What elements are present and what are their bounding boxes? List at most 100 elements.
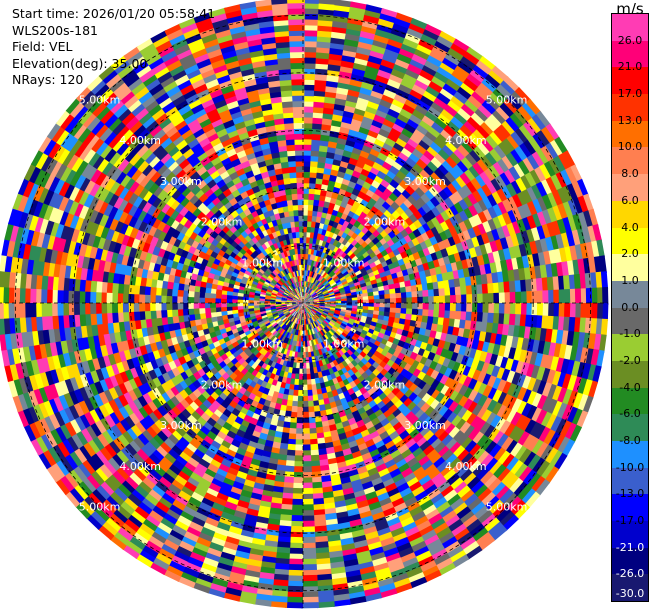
colorbar-scale: 26.0 21.0 17.0 13.0 10.0 8.0 6.0 4.0 2.0 1.0 0.0 -1… [611,13,649,602]
ppi-ray-gates [174,268,183,277]
elevation-text: Elevation(deg): 35.00 [12,55,148,71]
ppi-ray-gates [306,335,309,342]
ppi-ray-gates [475,60,494,76]
ppi-ray-gates [255,76,281,154]
ppi-ray-gates [178,158,191,170]
ppi-ray-gates [315,426,324,434]
ppi-ray-gates [433,441,454,462]
ppi-ray-gates [96,400,158,448]
ppi-ray-gates [88,320,259,397]
ppi-ray-gates [302,411,310,429]
ppi-ray-gates [283,112,303,303]
ppi-ray-gates [315,326,448,562]
ppi-ray-gates [25,315,43,333]
ppi-ray-gates [301,487,315,533]
ppi-ray-gates [208,342,288,517]
ppi-ray-gates [139,302,146,312]
ppi-ray-gates [357,69,436,200]
ppi-ray-gates [297,307,301,314]
ppi-ray-gates [185,32,236,129]
ppi-ray-gates [530,365,541,381]
ppi-ray-gates [64,314,190,341]
ppi-ray-gates [271,441,281,449]
ppi-ray-gates [138,334,261,431]
ppi-ray-gates [231,298,238,303]
ppi-ray-gates [391,133,483,220]
ppi-ray-gates [198,407,241,469]
ppi-ray-gates [330,304,565,332]
ppi-ray-gates [540,145,555,163]
ppi-ray-gates [206,276,214,284]
ppi-ray-gates [314,320,454,519]
ppi-ray-gates [263,210,282,249]
ppi-ray-gates [267,303,303,321]
ppi-ray-gates [318,308,563,403]
ppi-ray-gates [324,44,388,226]
ppi-ray-gates [153,444,219,540]
ppi-ray-gates [258,92,272,101]
ppi-ray-gates [161,371,171,383]
ppi-ray-gates [585,287,593,305]
ppi-ray-gates [130,168,143,182]
ppi-ray-gates [339,80,517,265]
ppi-ray-gates [47,141,108,186]
ppi-ray-gates [95,301,102,314]
ppi-ray-gates [127,203,205,252]
ppi-ray-gates [584,317,592,335]
ppi-ray-gates [215,28,291,257]
ppi-ray-gates [430,112,486,169]
ppi-ray-gates [499,334,578,363]
ppi-ray-gates [136,143,150,158]
ppi-ray-gates [236,499,250,509]
ppi-ray-gates [362,306,380,312]
ppi-ray-gates [330,484,343,492]
ppi-ray-gates [141,476,156,490]
ppi-ray-gates [178,364,245,433]
ppi-ray-gates [307,312,407,513]
ppi-ray-gates [291,310,296,316]
ppi-ray-gates [331,34,391,200]
ppi-ray-gates [129,180,194,229]
ppi-ray-gates [300,248,304,254]
ppi-ray-gates [355,465,395,548]
ppi-ray-gates [228,105,264,181]
ppi-ray-gates [340,202,484,284]
ppi-ray-gates [518,325,580,349]
ppi-ray-gates [161,213,303,303]
ppi-ray-gates [171,149,229,214]
ppi-ray-gates [0,285,4,303]
ppi-ray-gates [303,303,354,462]
ppi-ray-gates [385,557,405,574]
ppi-ray-gates [91,137,106,153]
ppi-ray-gates [171,164,235,230]
ppi-ray-gates [89,394,148,437]
ppi-ray-gates [269,595,288,603]
ppi-ray-gates [234,180,303,303]
ppi-ray-gates [72,464,88,482]
ppi-ray-gates [125,376,206,441]
ppi-ray-gates [197,384,277,578]
colorbar-swatch: 2.0 [612,227,648,260]
ppi-ray-gates [312,321,353,391]
ppi-ray-gates [59,305,299,473]
ppi-ray-gates [271,0,299,206]
ppi-ray-gates [128,344,211,390]
ppi-ray-gates [134,85,196,160]
ppi-ray-gates [289,285,297,295]
range-ring-label: 5.00km [486,501,528,514]
ppi-ray-gates [281,298,287,301]
ppi-ray-gates [345,508,360,517]
ppi-ray-gates [317,448,327,456]
ppi-ray-gates [535,181,548,199]
ppi-ray-gates [212,18,287,241]
ppi-ray-gates [560,358,602,384]
ppi-ray-gates [48,190,259,286]
ppi-ray-gates [279,74,293,81]
ppi-ray-gates [327,550,350,602]
ppi-ray-gates [112,436,126,451]
ppi-ray-gates [185,326,193,335]
ppi-ray-gates [147,509,164,523]
ppi-ray-gates [436,324,444,334]
ppi-ray-gates [566,390,578,409]
ppi-ray-gates [541,396,558,416]
